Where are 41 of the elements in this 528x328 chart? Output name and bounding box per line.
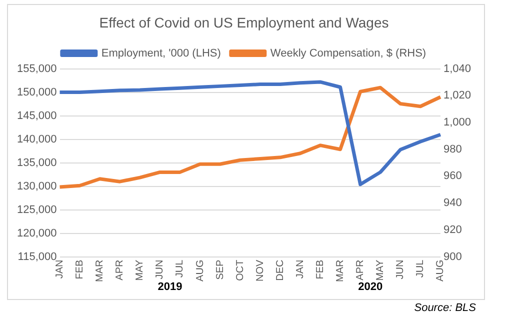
chart-title: Effect of Covid on US Employment and Wages [99,14,389,30]
x-tick-label: JUL [415,259,426,278]
x-tick-label: MAR [335,260,346,282]
x-tick-label: MAY [375,259,386,281]
text: 2020 [358,281,383,294]
x-tick-label: JUN [395,260,406,280]
y-tick-label: 135,000 [16,156,57,169]
x-tick-label: JUN [154,260,166,280]
y-tick-label: 140,000 [16,133,57,146]
legend-label: Weekly Compensation, $ (RHS) [270,47,426,60]
x-tick-label: FEB [315,259,326,280]
x-tick-label: MAY [134,259,146,281]
x-tick-label: JUL [174,259,186,278]
legend-label: Employment, '000 (LHS) [101,47,221,60]
source-note: Source: BLS [414,302,476,314]
y2-tick-label: 980 [443,143,462,156]
x-tick-label: DEC [274,260,286,281]
x-tick-label: NOV [254,259,266,282]
text: 2019 [158,281,182,294]
y2-tick-label: 1,000 [443,116,472,129]
y2-tick-label: 1,020 [443,90,472,102]
x-tick-label: JAN [294,260,306,279]
x-tick-label: MAR [94,260,106,282]
y2-tick-label: 940 [443,197,462,210]
y-tick-label: 150,000 [16,86,57,98]
x-tick-label: APR [355,260,366,280]
x-tick-label: AUG [194,260,206,282]
y-tick-label: 115,000 [18,250,57,263]
x-tick-label: APR [114,260,126,280]
y-tick-label: 130,000 [16,180,57,192]
x-tick-label: FEB [74,259,86,280]
x-tick-label: SEP [214,259,226,280]
y-tick-label: 145,000 [16,110,57,122]
x-tick-label: OCT [234,260,246,281]
y2-tick-label: 960 [443,170,462,182]
x-tick-label: JAN [54,260,66,279]
y-tick-label: 120,000 [16,227,57,240]
y2-tick-label: 920 [443,224,462,236]
y-tick-label: 125,000 [16,204,57,216]
y2-tick-label: 1,040 [443,62,472,75]
y-tick-label: 155,000 [16,62,57,75]
